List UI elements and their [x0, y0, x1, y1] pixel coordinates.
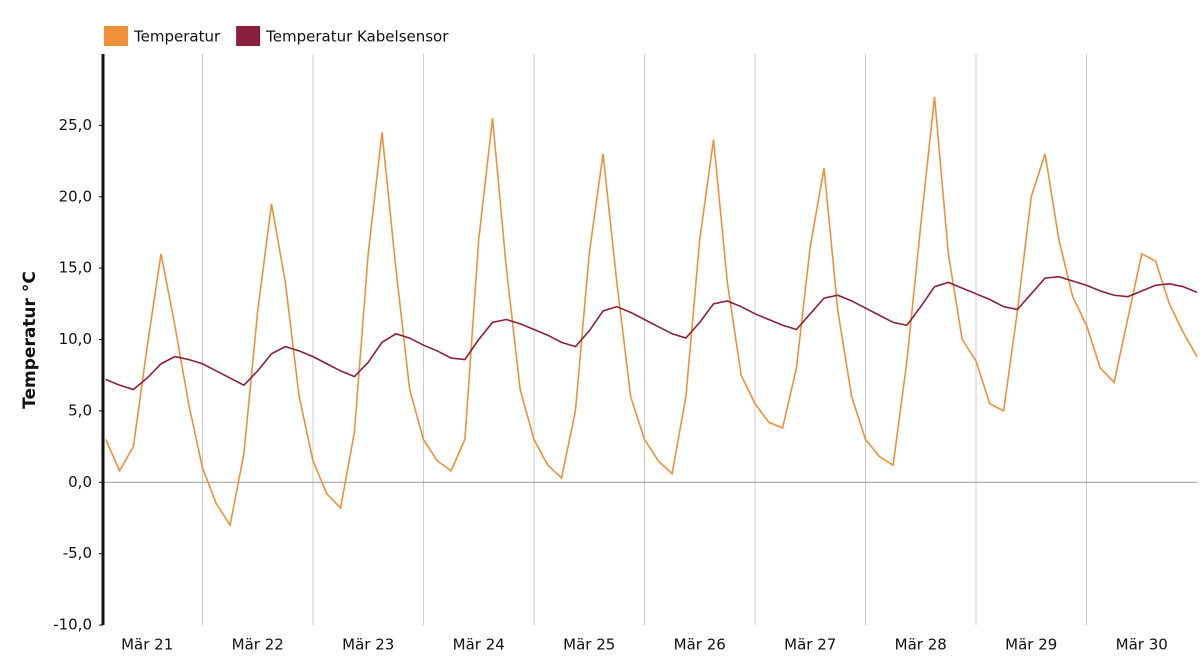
y-tick-label: 20,0 [59, 187, 92, 205]
line-series [105, 96, 1198, 528]
line-series [105, 275, 1198, 391]
y-tick-label: 15,0 [59, 259, 92, 277]
legend-label: Temperatur Kabelsensor [265, 28, 449, 46]
y-tick-label: 0,0 [68, 473, 92, 491]
y-tick-label: 25,0 [59, 116, 92, 134]
legend-swatch [236, 26, 261, 46]
x-tick-label: Mär 22 [232, 636, 284, 654]
x-tick-label: Mär 25 [563, 636, 615, 654]
legend-swatch [104, 26, 128, 46]
x-tick-label: Mär 28 [895, 636, 947, 654]
y-tick-label: 5,0 [68, 401, 92, 419]
y-axis-title: Temperatur °C [20, 271, 40, 409]
y-tick-label: 10,0 [59, 330, 92, 348]
y-tick-label: -10,0 [53, 616, 92, 634]
y-tick-label: -5,0 [63, 544, 92, 562]
x-tick-label: Mär 27 [784, 636, 836, 654]
x-tick-label: Mär 30 [1116, 636, 1168, 654]
x-tick-label: Mär 23 [342, 636, 394, 654]
x-tick-label: Mär 26 [674, 636, 726, 654]
x-tick-label: Mär 24 [453, 636, 505, 654]
x-tick-label: Mär 29 [1005, 636, 1057, 654]
legend-label: Temperatur [133, 28, 221, 46]
x-tick-label: Mär 21 [121, 636, 173, 654]
